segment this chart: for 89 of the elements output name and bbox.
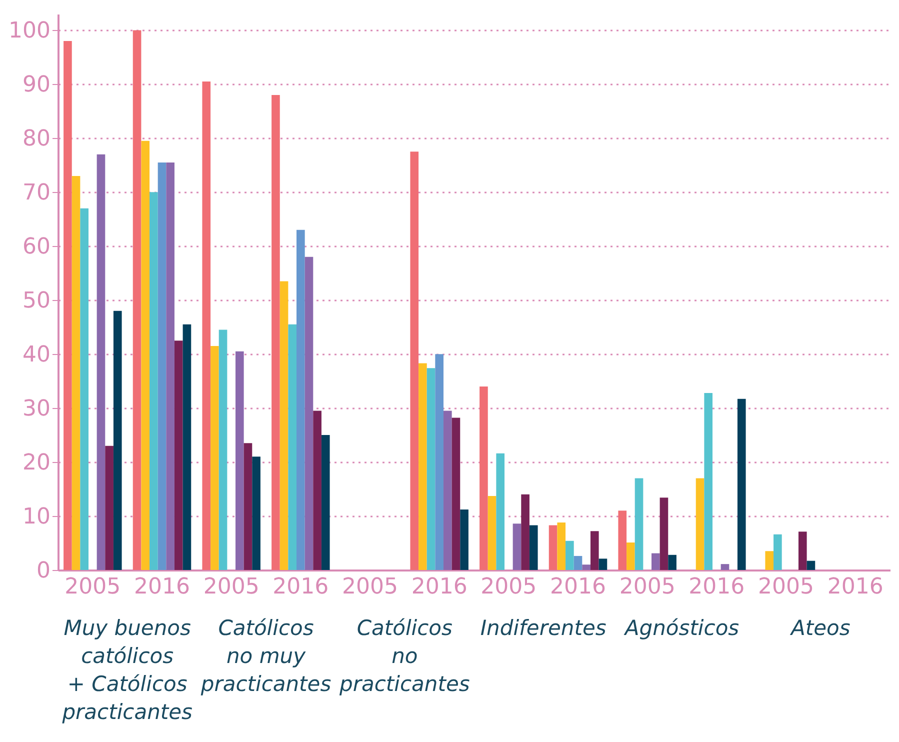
text: Indiferentes	[480, 616, 606, 640]
bar	[557, 522, 566, 570]
x-tick-label: 2005	[64, 574, 121, 600]
bar	[566, 540, 574, 570]
bar	[210, 346, 219, 570]
bar	[582, 564, 590, 570]
text: Agnósticos	[622, 616, 740, 640]
y-tick-label: 100	[8, 18, 50, 44]
x-tick-label: 2005	[480, 574, 537, 600]
bar	[113, 310, 122, 570]
bar	[765, 551, 774, 570]
bar	[182, 324, 192, 570]
y-tick-label: 10	[22, 504, 50, 530]
bar	[105, 446, 114, 570]
bar	[244, 443, 252, 570]
bar	[651, 553, 660, 570]
bar	[80, 208, 89, 570]
bar	[460, 510, 468, 570]
bar	[529, 525, 538, 570]
bar	[548, 525, 558, 570]
bar	[288, 324, 297, 570]
y-tick-label: 20	[22, 450, 50, 476]
bar	[64, 40, 72, 570]
bar	[150, 192, 158, 570]
bar	[512, 524, 522, 570]
bar	[496, 453, 505, 570]
bar	[202, 81, 211, 570]
bar	[313, 410, 322, 570]
x-tick-label: 2016	[411, 574, 468, 600]
bar	[634, 478, 644, 570]
bar	[132, 30, 142, 570]
bar	[72, 176, 80, 570]
bar	[280, 281, 288, 570]
bar	[590, 531, 599, 570]
x-tick-label: 2016	[827, 574, 884, 600]
x-tick-label: 2016	[688, 574, 745, 600]
y-tick-label: 40	[22, 342, 50, 368]
bar	[668, 554, 676, 570]
bar	[720, 564, 730, 570]
bar	[435, 354, 444, 570]
text: Católicos no practicantes	[338, 616, 470, 696]
bar	[488, 496, 496, 570]
bar	[296, 230, 305, 570]
bar	[252, 456, 260, 570]
bar	[158, 162, 166, 570]
bar	[410, 152, 419, 570]
bar	[96, 154, 106, 570]
y-tick-label: 50	[22, 288, 50, 314]
bar	[660, 498, 668, 570]
x-tick-label: 2005	[342, 574, 398, 600]
bar	[618, 510, 627, 570]
bar	[774, 534, 782, 570]
bar	[452, 418, 460, 570]
bar	[141, 140, 150, 570]
bar	[218, 330, 228, 570]
bar	[798, 532, 807, 570]
x-tick-label: 2016	[272, 574, 329, 600]
y-tick-label: 0	[36, 558, 50, 584]
y-tick-label: 70	[22, 180, 50, 206]
y-tick-label: 80	[22, 126, 50, 152]
text: Muy buenos católicos + Católicos practicantes	[61, 616, 193, 724]
bar	[806, 560, 816, 570]
bar	[321, 435, 330, 570]
bar	[304, 256, 314, 570]
bar	[235, 351, 244, 570]
y-tick-label: 30	[22, 396, 50, 422]
text: Ateos	[789, 616, 850, 640]
bar	[166, 162, 174, 570]
bar	[426, 368, 436, 570]
bar	[418, 363, 427, 570]
x-tick-label: 2016	[134, 574, 190, 600]
bar	[704, 392, 713, 570]
bar	[521, 494, 530, 570]
bar	[598, 558, 608, 570]
x-tick-label: 2005	[203, 574, 260, 600]
bar	[480, 386, 488, 570]
x-tick-label: 2016	[550, 574, 606, 600]
bar	[174, 340, 183, 570]
y-tick-label: 90	[22, 72, 50, 98]
y-tick-label: 60	[22, 234, 50, 260]
x-tick-label: 2005	[758, 574, 814, 600]
bar	[696, 478, 704, 570]
bar	[737, 398, 746, 570]
bar	[574, 556, 582, 570]
text: Católicos no muy practicantes	[200, 616, 332, 696]
x-tick-label: 2005	[619, 574, 676, 600]
bar	[443, 410, 452, 570]
bar	[272, 94, 280, 570]
bar	[626, 542, 635, 570]
